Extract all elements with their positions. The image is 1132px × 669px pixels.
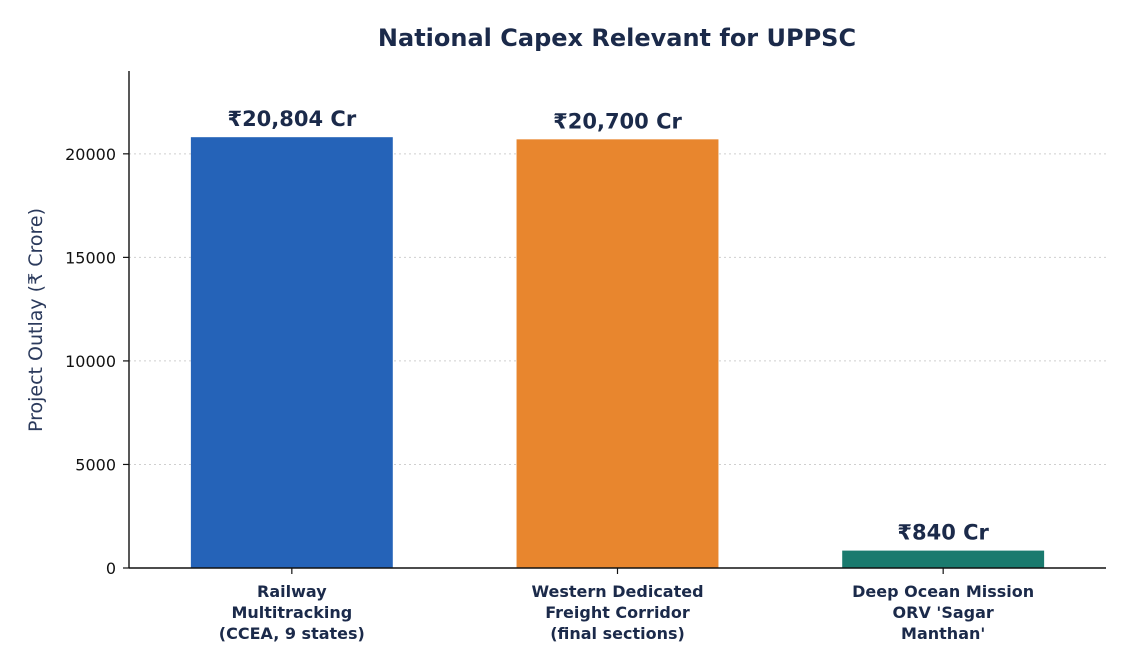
- x-tick-label: (CCEA, 9 states): [219, 624, 365, 643]
- bar-value-label: ₹20,700 Cr: [553, 109, 682, 133]
- bar: [516, 139, 719, 568]
- x-tick-label: Deep Ocean Mission: [852, 582, 1034, 601]
- x-tick-label: (final sections): [550, 624, 685, 643]
- bars: [190, 137, 1045, 568]
- x-tick-label: Manthan': [901, 624, 985, 643]
- y-axis-label: Project Outlay (₹ Crore): [25, 208, 47, 432]
- x-tick-label: ORV 'Sagar: [893, 603, 994, 622]
- y-tick-label: 5000: [75, 455, 116, 474]
- bar-value-label: ₹840 Cr: [897, 521, 989, 545]
- x-tick-label: Multitracking: [231, 603, 352, 622]
- y-tick-label: 10000: [65, 352, 116, 371]
- y-tick-label: 0: [106, 559, 116, 578]
- data-labels: ₹20,804 Cr ₹20,700 Cr ₹840 Cr: [227, 107, 989, 544]
- bar: [842, 550, 1045, 568]
- x-tick-label: Railway: [257, 582, 327, 601]
- y-tick-label: 20000: [65, 145, 116, 164]
- x-axis-ticks: Railway Multitracking (CCEA, 9 states) West…: [219, 568, 1034, 643]
- bar-value-label: ₹20,804 Cr: [227, 107, 356, 131]
- bar: [190, 137, 393, 568]
- y-axis-ticks: 0 5000 10000 15000 20000: [65, 145, 129, 578]
- x-tick-label: Freight Corridor: [545, 603, 690, 622]
- chart-title: National Capex Relevant for UPPSC: [378, 24, 856, 52]
- x-tick-label: Western Dedicated: [531, 582, 703, 601]
- y-tick-label: 15000: [65, 248, 116, 267]
